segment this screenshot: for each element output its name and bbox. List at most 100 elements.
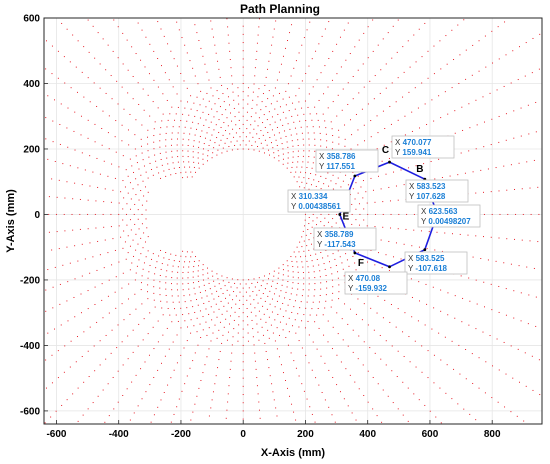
workspace-point [153,292,155,294]
workspace-point [427,77,429,79]
workspace-point [132,98,134,100]
workspace-point [294,127,296,129]
workspace-point [490,191,492,193]
datatip-y-text: Y 0.00438561 [291,202,341,211]
workspace-point [182,314,184,316]
workspace-point [141,223,143,225]
workspace-point [153,141,155,143]
workspace-point [137,184,139,186]
workspace-point [282,269,284,271]
workspace-point [192,360,194,362]
workspace-point [397,199,399,201]
workspace-point [403,243,405,245]
workspace-point [517,79,519,81]
workspace-point [252,91,254,93]
workspace-point [337,271,339,273]
workspace-point [111,98,113,100]
workspace-point [249,132,251,134]
workspace-point [407,40,409,42]
datatip-x-text: X 623.563 [421,207,458,216]
workspace-point [219,106,221,108]
workspace-point [388,269,390,271]
workspace-point [160,249,162,251]
workspace-point [168,258,170,260]
workspace-point [142,247,144,249]
workspace-point [134,223,136,225]
workspace-point [298,87,300,89]
workspace-point [308,156,310,158]
workspace-point [518,46,520,48]
workspace-point [129,269,131,271]
workspace-point [490,283,492,285]
workspace-point [92,402,94,404]
workspace-point [178,29,180,31]
workspace-point [142,339,144,341]
workspace-point [454,132,456,134]
workspace-point [308,249,310,251]
workspace-point [69,61,71,63]
workspace-point [218,359,220,361]
workspace-point [229,50,231,52]
workspace-point [238,316,240,318]
workspace-point [122,32,124,34]
workspace-point [121,140,123,142]
workspace-point [220,139,222,141]
workspace-point [176,150,178,152]
workspace-point [184,166,186,168]
ticks: -600 -400 -200 0 200 400 600 800-600-400-200020… [20,14,501,441]
workspace-point [81,71,83,73]
workspace-point [510,164,512,166]
datatip-y-key: Y [395,148,402,157]
workspace-point [360,186,362,188]
workspace-point [358,203,360,205]
workspace-point [44,422,46,424]
workspace-point [194,403,196,405]
workspace-point [127,69,129,71]
workspace-point [227,96,229,98]
workspace-point [167,308,169,310]
workspace-point [434,178,436,180]
workspace-point [303,150,305,152]
workspace-point [208,313,210,315]
workspace-point [505,373,507,375]
workspace-point [182,138,184,140]
chart-title: Path Planning [240,2,320,16]
workspace-point [383,144,385,146]
workspace-point [314,321,316,323]
datatip-y-text: Y 117.551 [319,162,355,171]
workspace-point [167,43,169,45]
workspace-point [191,251,193,253]
workspace-point [163,170,165,172]
workspace-point [297,271,299,273]
workspace-point [211,157,213,159]
workspace-point [253,344,255,346]
workspace-point [162,113,164,115]
workspace-point [165,151,167,153]
workspace-point [202,316,204,318]
workspace-point [134,134,136,136]
workspace-point [242,66,244,68]
workspace-point [260,109,262,111]
workspace-point [380,69,382,71]
workspace-point [182,272,184,274]
workspace-point [305,120,307,122]
workspace-point [189,60,191,62]
workspace-point [397,308,399,310]
workspace-point [197,304,199,306]
workspace-point [393,171,395,173]
workspace-point [374,75,376,77]
workspace-point [261,101,263,103]
workspace-point [196,128,198,130]
workspace-point [242,353,244,355]
workspace-point [444,232,446,234]
workspace-point [274,306,276,308]
workspace-point [321,392,323,393]
workspace-point [45,359,47,361]
workspace-point [260,130,262,132]
workspace-point [198,260,200,262]
workspace-point [190,332,192,334]
workspace-point [258,150,260,152]
workspace-point [469,127,471,129]
workspace-point [189,294,191,296]
